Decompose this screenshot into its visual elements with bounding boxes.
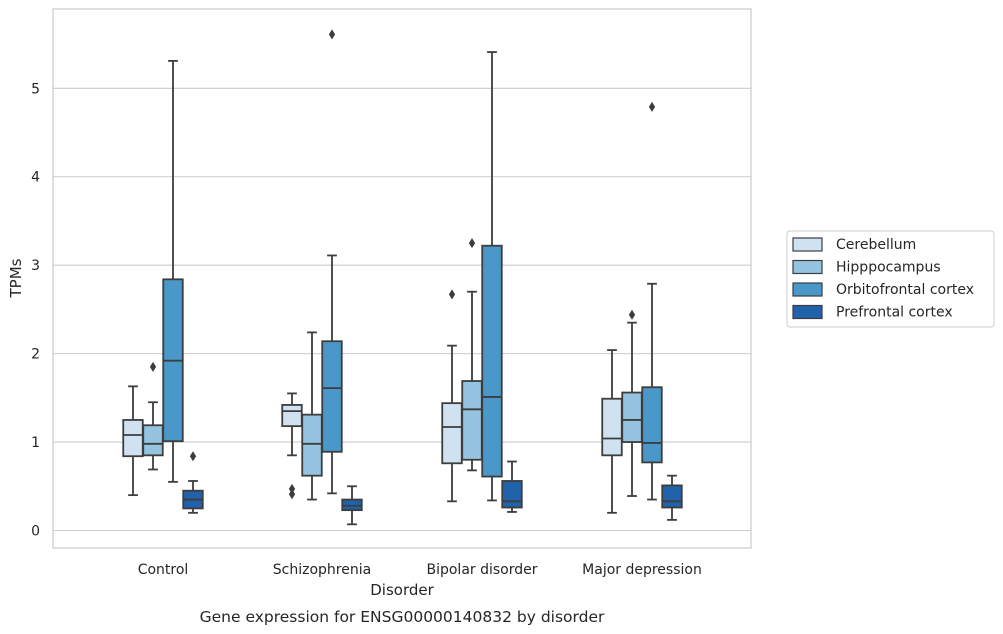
y-tick-label: 5 bbox=[31, 81, 40, 97]
legend-swatch bbox=[792, 282, 823, 297]
outlier-point bbox=[628, 309, 636, 320]
box-cerebellum bbox=[601, 349, 623, 514]
x-tick-label: Schizophrenia bbox=[273, 562, 371, 578]
iqr-box bbox=[321, 340, 343, 453]
legend-label: Cerebellum bbox=[836, 237, 916, 253]
legend-swatch bbox=[792, 259, 823, 275]
box-cerebellum bbox=[441, 289, 463, 503]
outlier-point bbox=[149, 361, 157, 372]
iqr-box bbox=[301, 413, 323, 477]
iqr-box bbox=[122, 419, 144, 458]
legend-swatch bbox=[792, 304, 823, 320]
legend-label: Hipppocampus bbox=[836, 260, 941, 276]
iqr-box bbox=[661, 484, 683, 509]
iqr-box bbox=[461, 380, 483, 461]
box-orbitofrontal-cortex bbox=[481, 51, 503, 502]
chart-caption: Gene expression for ENSG00000140832 by d… bbox=[200, 608, 605, 626]
box-orbitofrontal-cortex bbox=[321, 29, 343, 495]
iqr-box bbox=[501, 480, 523, 509]
iqr-box bbox=[441, 402, 463, 465]
y-tick-label: 3 bbox=[31, 258, 40, 274]
box-cerebellum bbox=[281, 392, 303, 500]
legend: Cerebellum Hipppocampus Orbitofrontal cort… bbox=[786, 230, 995, 328]
x-axis-ticks: Control Schizophrenia Bipolar disorder Majo… bbox=[138, 562, 702, 578]
box-orbitofrontal-cortex bbox=[162, 59, 184, 483]
box-prefrontal-cortex bbox=[501, 460, 523, 513]
box-hipppocampus bbox=[301, 331, 323, 501]
x-tick-label: Major depression bbox=[582, 562, 702, 578]
outlier-point bbox=[189, 451, 197, 462]
y-tick-label: 2 bbox=[31, 347, 40, 363]
box-hipppocampus bbox=[621, 309, 643, 497]
x-axis-label: Disorder bbox=[370, 581, 434, 599]
iqr-box bbox=[281, 404, 303, 428]
iqr-box bbox=[481, 244, 503, 478]
iqr-box bbox=[142, 424, 164, 457]
y-tick-label: 0 bbox=[31, 524, 40, 540]
box-prefrontal-cortex bbox=[341, 485, 363, 526]
y-tick-label: 1 bbox=[31, 435, 40, 451]
box-prefrontal-cortex bbox=[182, 451, 204, 514]
y-tick-label: 4 bbox=[31, 170, 40, 186]
outlier-point bbox=[648, 101, 656, 112]
legend-label: Prefrontal cortex bbox=[836, 305, 953, 321]
iqr-box bbox=[621, 391, 643, 443]
outlier-point bbox=[448, 289, 456, 300]
legend-frame bbox=[786, 230, 995, 328]
iqr-box bbox=[601, 397, 623, 457]
outlier-point bbox=[468, 238, 476, 249]
box-cerebellum bbox=[122, 385, 144, 497]
box-hipppocampus bbox=[142, 361, 164, 471]
box-orbitofrontal-cortex bbox=[641, 101, 663, 501]
x-tick-label: Control bbox=[138, 562, 189, 578]
gridlines bbox=[53, 87, 751, 532]
y-axis-ticks: 0 1 2 3 4 5 bbox=[31, 81, 40, 539]
outlier-point bbox=[328, 29, 336, 40]
legend-label: Orbitofrontal cortex bbox=[836, 282, 974, 298]
x-tick-label: Bipolar disorder bbox=[426, 562, 537, 578]
box-hipppocampus bbox=[461, 238, 483, 472]
legend-swatch bbox=[792, 237, 823, 252]
boxes bbox=[122, 29, 683, 526]
plot-area-frame bbox=[52, 8, 752, 549]
y-axis-label: TPMs bbox=[7, 258, 25, 298]
outlier-point bbox=[288, 483, 296, 494]
iqr-box bbox=[641, 386, 663, 464]
box-prefrontal-cortex bbox=[661, 474, 683, 521]
outlier-point bbox=[288, 489, 296, 500]
